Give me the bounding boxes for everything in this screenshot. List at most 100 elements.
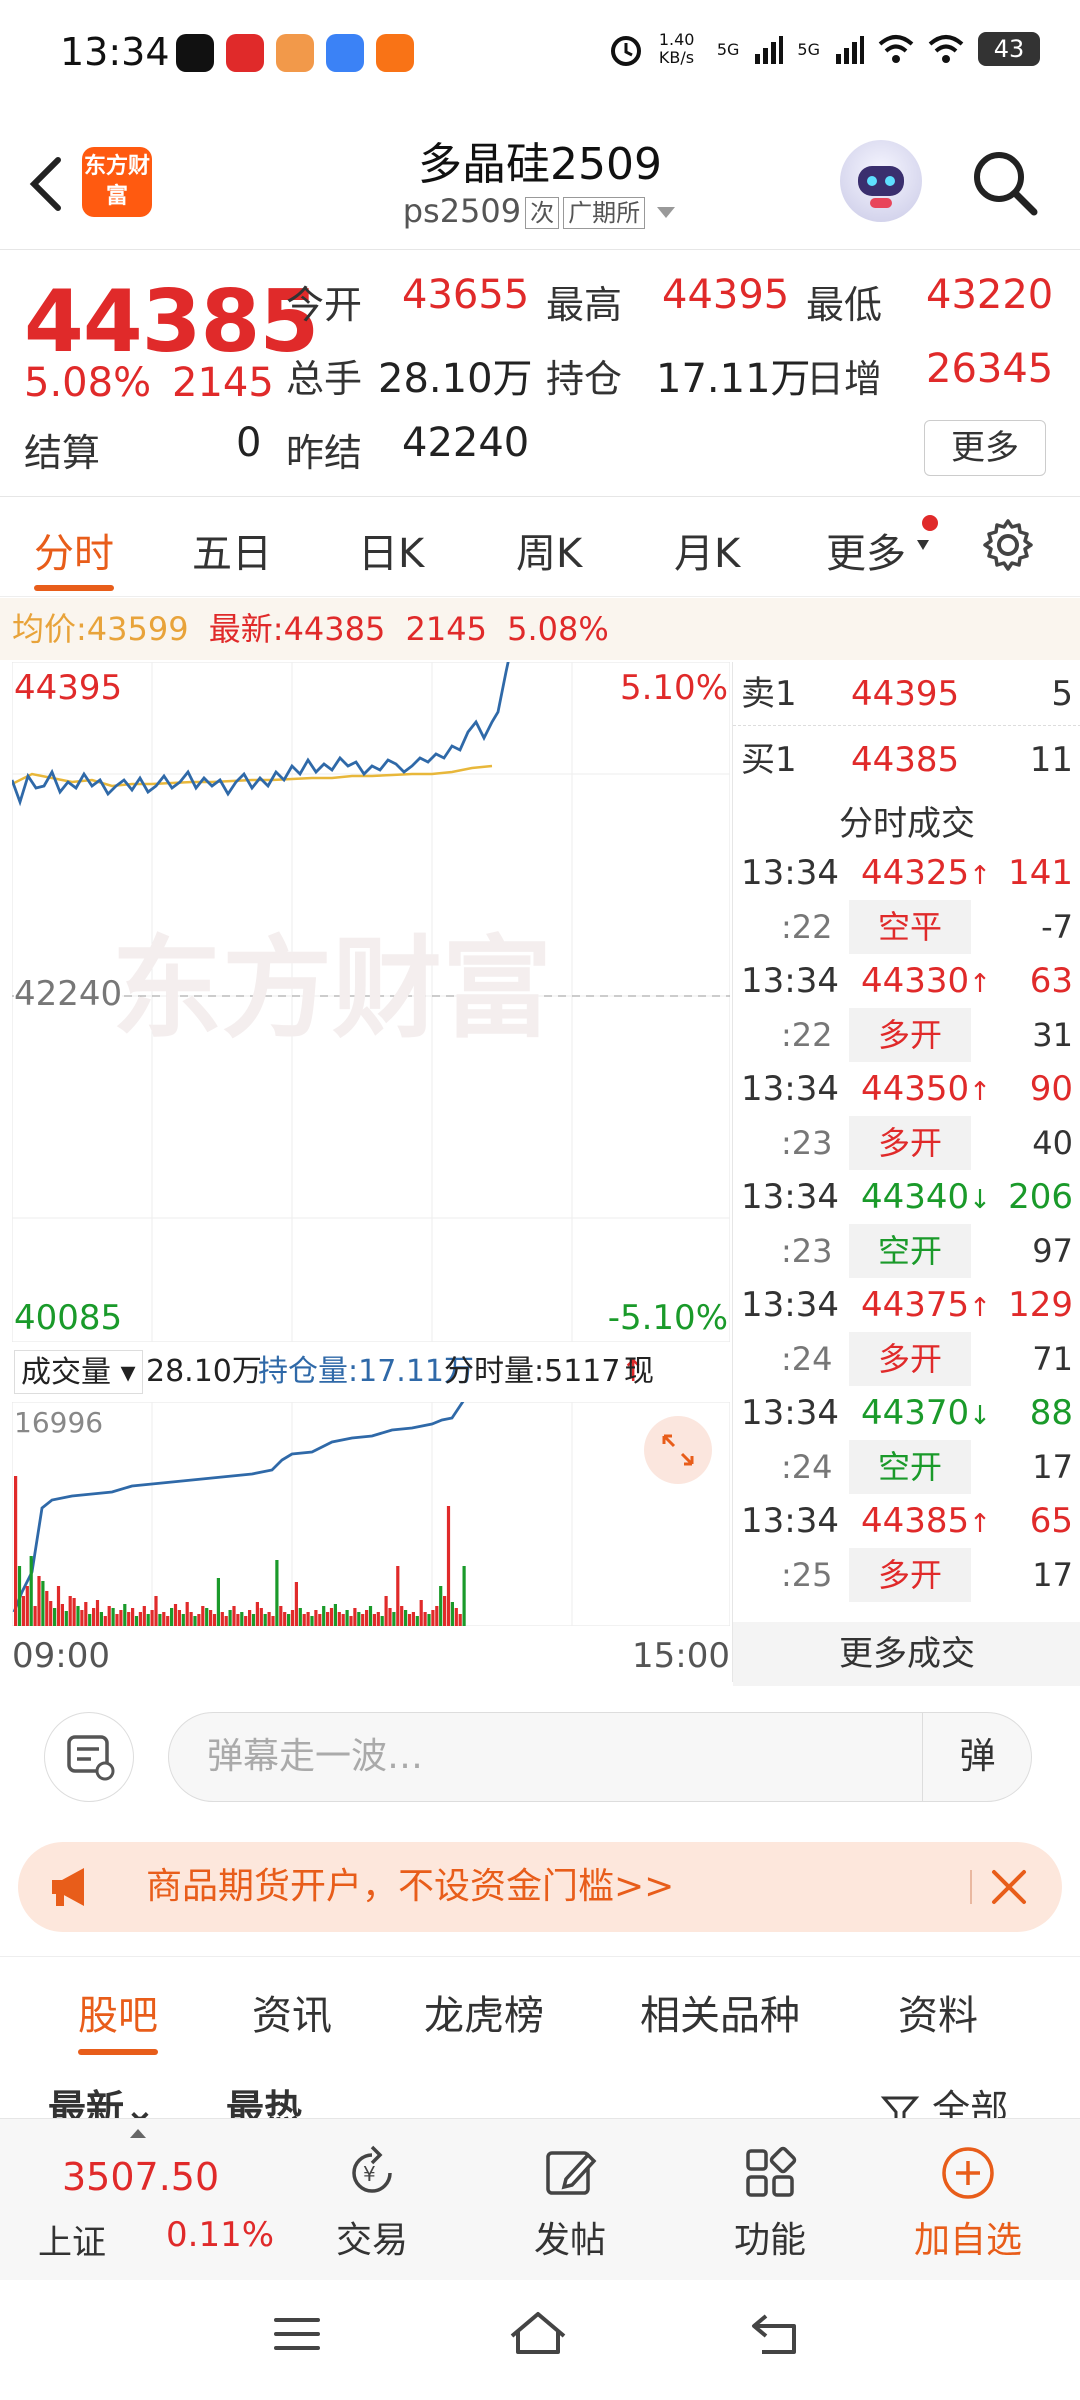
page-title: 多晶硅2509: [418, 139, 662, 190]
volume-bar: [357, 1612, 361, 1626]
volume-bar: [310, 1616, 314, 1626]
volume-bar: [462, 1566, 466, 1626]
tab-dragon-tiger[interactable]: 龙虎榜: [424, 1993, 544, 2039]
sort-hot[interactable]: 最热: [226, 2087, 303, 2118]
volume-bar: [64, 1611, 68, 1626]
tiktok-icon: [176, 34, 214, 72]
trade-row: 13:34 44330↑ 63: [733, 954, 1080, 1008]
volume-bar: [388, 1608, 392, 1626]
nav-post[interactable]: 发帖: [500, 2143, 640, 2263]
back-icon[interactable]: [26, 154, 66, 214]
bottom-nav: 3507.50 上证 0.11% ¥ 交易 发帖 功能 加自选: [0, 2118, 1080, 2280]
volume-bar: [21, 1596, 25, 1626]
trade-price-value: 44385: [861, 1501, 970, 1541]
app-icon: [326, 34, 364, 72]
back-nav-icon[interactable]: [748, 2312, 804, 2356]
net-speed: 1.40 KB/s: [658, 30, 695, 67]
volume-bar: [427, 1614, 431, 1626]
nav-trade[interactable]: ¥ 交易: [302, 2143, 442, 2263]
tab-intraday[interactable]: 分时: [34, 531, 114, 577]
ask-row: 卖1 44395 5: [733, 662, 1080, 726]
volume-bar: [435, 1606, 439, 1626]
volume-bar: [185, 1602, 189, 1626]
stat-label: 日增: [806, 357, 883, 401]
volume-bar: [431, 1610, 435, 1626]
volume-bar: [29, 1556, 33, 1626]
contract-subtitle[interactable]: ps2509 次广期所: [0, 192, 1080, 230]
danmaku-input[interactable]: 弹幕走一波…: [168, 1712, 1032, 1802]
tab-weekly-k[interactable]: 周K: [516, 531, 583, 577]
intraday-chart[interactable]: 东方财富 44395 5.10% 42240 40085 -5.10%: [10, 657, 731, 1343]
danmaku-settings-icon[interactable]: [44, 1712, 134, 1802]
quote-panel: 44385 5.08% 2145 今开 43655 最高 44395 最低 43…: [0, 252, 1080, 497]
nav-functions[interactable]: 功能: [700, 2143, 840, 2263]
index-value[interactable]: 3507.50: [62, 2155, 220, 2199]
tab-related[interactable]: 相关品种: [640, 1993, 800, 2039]
volume-bar: [294, 1582, 298, 1626]
volume-chart-svg: [11, 1399, 731, 1627]
more-stats-button[interactable]: 更多: [924, 420, 1046, 476]
status-bar: 13:34 1.40 KB/s 5G 5G 43: [0, 0, 1080, 110]
gear-icon[interactable]: [980, 517, 1036, 573]
volume-bar: [380, 1616, 384, 1626]
chart-tabs: 分时 五日 日K 周K 月K 更多: [0, 497, 1080, 597]
shopping-icon: [226, 34, 264, 72]
time-start: 09:00: [12, 1636, 110, 1676]
expand-icon[interactable]: [644, 1416, 712, 1484]
stat-label: 最低: [806, 283, 883, 327]
assistant-robot-icon[interactable]: [840, 140, 922, 222]
volume-bar: [53, 1608, 57, 1626]
tab-five-day[interactable]: 五日: [192, 531, 272, 577]
volume-bar: [290, 1610, 295, 1626]
price-line: [10, 657, 511, 807]
close-icon[interactable]: [990, 1868, 1028, 1906]
arrow-down-icon: ↓: [969, 1185, 991, 1215]
caret-down-icon: [917, 540, 929, 550]
arrow-up-icon: ↑: [969, 969, 991, 999]
volume-chart[interactable]: 16996: [11, 1399, 731, 1627]
change-amount: 2145: [172, 360, 274, 406]
volume-bar: [259, 1608, 263, 1626]
volume-bar: [115, 1614, 119, 1626]
trade-row: 13:34 44370↓ 88: [733, 1386, 1080, 1440]
trade-detail-row: :24 空开 17: [733, 1440, 1080, 1494]
volume-bar: [56, 1586, 61, 1626]
bid-label: 买1: [741, 740, 797, 780]
promo-banner[interactable]: 商品期货开户，不设资金门槛>>: [18, 1842, 1062, 1932]
bid-price: 44385: [851, 740, 960, 780]
danmaku-toggle-button[interactable]: 弹: [922, 1712, 1032, 1802]
nav-add-watchlist[interactable]: 加自选: [898, 2143, 1038, 2263]
prev-settle-label: 昨结: [286, 431, 363, 475]
tab-forum[interactable]: 股吧: [78, 1993, 158, 2039]
volume-bar: [372, 1614, 376, 1626]
bid-row: 买1 44385 11: [733, 728, 1080, 792]
filter-all[interactable]: 全部: [880, 2078, 1008, 2118]
volume-bar: [17, 1566, 22, 1626]
volume-selector[interactable]: 成交量 ▾: [14, 1350, 143, 1394]
trade-price-value: 44375: [861, 1285, 970, 1325]
tab-profile[interactable]: 资料: [898, 1993, 978, 2039]
banner-divider: [970, 1870, 972, 1904]
volume-bar: [189, 1612, 193, 1626]
trade-detail-row: :23 空开 97: [733, 1224, 1080, 1278]
tab-monthly-k[interactable]: 月K: [674, 531, 741, 577]
tab-news[interactable]: 资讯: [252, 1993, 332, 2039]
menu-icon[interactable]: [272, 2314, 322, 2354]
volume-bar: [119, 1610, 123, 1626]
index-change: 0.11%: [166, 2215, 275, 2255]
home-icon[interactable]: [506, 2308, 570, 2358]
order-book-panel: 卖1 44395 5 买1 44385 11 分时成交 13:34 44325↑ 1…: [732, 662, 1080, 1686]
volume-bar: [123, 1604, 127, 1626]
tab-more[interactable]: 更多: [826, 531, 906, 577]
filter-all-label: 全部: [932, 2087, 1009, 2118]
y-axis-top-pct: 5.10%: [619, 668, 728, 708]
logo[interactable]: 东方财富: [82, 147, 152, 217]
sort-latest[interactable]: 最新⌄: [48, 2078, 156, 2118]
volume-bar: [376, 1612, 380, 1626]
search-icon[interactable]: [968, 146, 1040, 218]
trade-price: 44385↑: [861, 1494, 991, 1551]
more-trades-button[interactable]: 更多成交: [733, 1622, 1080, 1686]
volume-bar: [154, 1596, 158, 1626]
open-interest: 持仓量:17.11万: [258, 1354, 474, 1389]
tab-daily-k[interactable]: 日K: [358, 531, 425, 577]
